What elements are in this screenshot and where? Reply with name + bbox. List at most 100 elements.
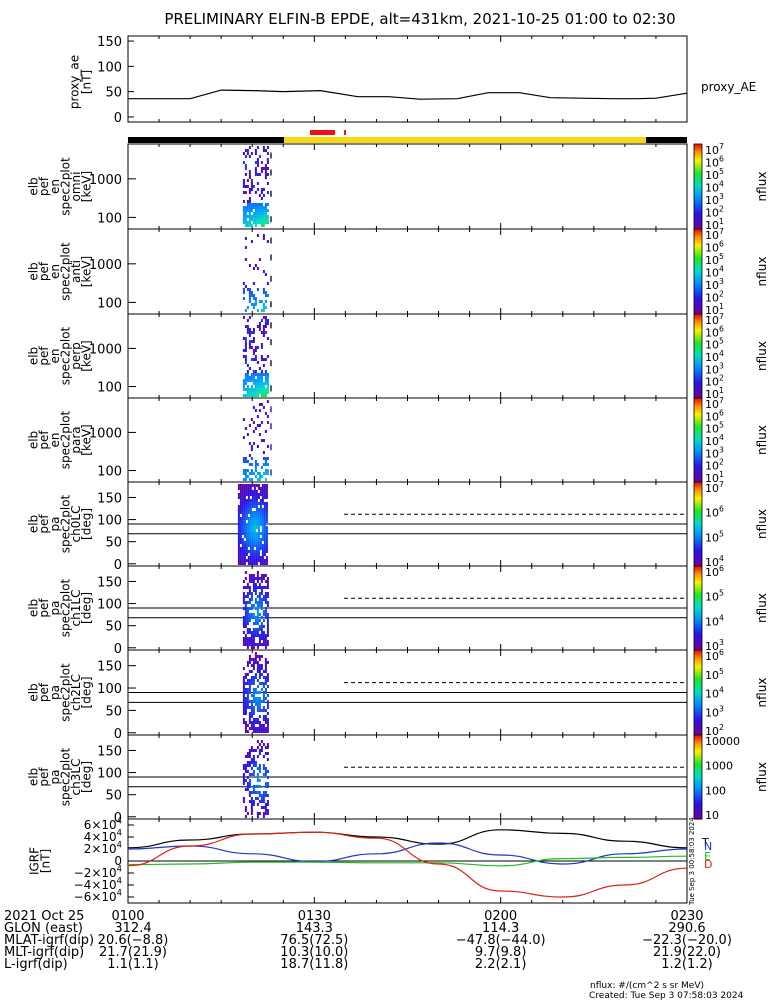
en_para-spectrum: [242, 400, 272, 481]
pa_ch3-spectrum: [242, 740, 269, 818]
proxy-ae-line: [128, 89, 688, 100]
pa_ch2-tick-label: 50: [105, 704, 122, 719]
en_omni-y-label: elbpefenspec2plotomni[keV]: [27, 157, 94, 216]
pa_ch1-y-label: elbpefpaspec2plotch1LC[deg]: [27, 578, 94, 637]
ephemeris-label: MLAT-igrf(dip): [4, 933, 94, 948]
pa_ch3-tick-label: 0: [114, 811, 122, 826]
ephemeris-value: 312.4: [114, 921, 151, 936]
pa_ch3-y-label: elbpefpaspec2plotch3LC[deg]: [27, 747, 94, 806]
time-tick-label: 0130: [298, 909, 331, 924]
pa_ch3-colorbar: 10000 1000 100 10 nflux: [693, 734, 769, 822]
en_omni-colorbar-tick: 103: [705, 192, 724, 207]
pa_ch0-tick-label: 0: [114, 558, 122, 573]
en_para-tick-label: 1000: [89, 426, 122, 441]
pa_ch3-colorbar-label: nflux: [755, 762, 769, 792]
igrf-series-N: [127, 842, 688, 865]
spectrogram-panel-pa_ch2: 150 100 50 0 106 105 104 103 102 nflux elbpefpaspe…: [27, 648, 770, 742]
en_anti-colorbar-tick: 104: [705, 265, 724, 280]
ephemeris-value: 9.7(9.8): [475, 945, 527, 960]
en_perp-colorbar-tick: 102: [705, 374, 724, 389]
en_perp-colorbar-tick: 104: [705, 349, 724, 364]
en_anti-tick-label: 1000: [89, 258, 122, 273]
pa_ch1-tick-label: 0: [114, 642, 122, 657]
pa_ch3-colorbar-tick: 10000: [705, 735, 740, 748]
en_para-colorbar-tick: 104: [705, 433, 724, 448]
date-label: 2021 Oct 25: [4, 909, 84, 924]
ephemeris-label: MLT-igrf(dip): [4, 945, 84, 960]
en_anti-colorbar-tick: 101: [705, 302, 724, 317]
ephemeris-value: 20.6(−8.8): [98, 933, 169, 948]
pa_ch1-colorbar-tick: 104: [705, 613, 724, 628]
pa_ch3-colorbar-tick: 10: [705, 809, 719, 822]
pa_ch2-colorbar-tick: 105: [705, 667, 724, 682]
pa_ch2-tick-label: 0: [114, 727, 122, 742]
proxy-ae-y-label: proxy_ae[nT]: [68, 55, 94, 109]
en_omni-colorbar-tick: 104: [705, 180, 724, 195]
igrf-tick-label: 2×104: [84, 840, 122, 856]
en_anti-colorbar-label: nflux: [755, 257, 769, 287]
pa_ch1-tick-label: 150: [97, 575, 122, 590]
pa_ch0-colorbar: 107 106 105 104 nflux: [693, 480, 769, 569]
spectrogram-panel-pa_ch0: 150 100 50 0 107 106 105 104 nflux elbpefpaspec2p…: [27, 480, 770, 573]
pa_ch0-colorbar-tick: 105: [705, 529, 724, 544]
pa_ch2-y-label: elbpefpaspec2plotch2LC[deg]: [27, 663, 94, 722]
en_omni-tick-label: 100: [97, 211, 122, 226]
pa_ch2-colorbar-label: nflux: [755, 678, 769, 708]
ephemeris-value: 1.2(1.2): [661, 957, 713, 972]
pa_ch3-tick-label: 150: [97, 744, 122, 759]
pa_ch2-colorbar-tick: 103: [705, 704, 724, 719]
vertical-timestamp: Tue Sep 3 00:58:03 2024: [688, 817, 696, 906]
pa_ch3-colorbar-tick: 100: [705, 784, 726, 797]
en_perp-tick-label: 1000: [89, 342, 122, 357]
proxy-ae-tick-label: 50: [105, 86, 122, 101]
en_omni-colorbar-tick: 101: [705, 217, 724, 232]
pa_ch2-spectrum: [242, 652, 269, 733]
en_omni-colorbar-tick: 106: [705, 155, 724, 170]
units-note: nflux: #/(cm^2 s sr MeV): [590, 981, 704, 991]
ephemeris-value: 18.7(11.8): [280, 957, 348, 972]
en_omni-tick-label: 1000: [89, 173, 122, 188]
en_anti-colorbar-tick: 105: [705, 252, 724, 267]
ephemeris-value: 114.3: [482, 921, 519, 936]
pa_ch0-colorbar-label: nflux: [755, 509, 769, 539]
en_omni-colorbar-label: nflux: [755, 172, 769, 202]
proxy-ae-legend: proxy_AE: [701, 80, 756, 94]
page-title: PRELIMINARY ELFIN-B EPDE, alt=431km, 202…: [164, 10, 675, 28]
en_para-colorbar-tick: 101: [705, 470, 724, 485]
ephemeris-value: 2.2(2.1): [475, 957, 527, 972]
igrf-legend-T: T: [701, 836, 709, 849]
time-tick-label: 0200: [484, 909, 517, 924]
proxy-ae-tick-label: 150: [97, 35, 122, 50]
en_para-colorbar-tick: 102: [705, 458, 724, 473]
spectrogram-panel-pa_ch1: 150 100 50 0 106 105 104 103 nflux elbpefpaspec2p…: [27, 564, 770, 657]
en_para-y-label: elbpefenspec2plotpara[keV]: [27, 410, 94, 469]
pa_ch0-colorbar-tick: 107: [705, 480, 724, 495]
pa_ch0-colorbar-tick: 104: [705, 554, 724, 569]
pa_ch3-colorbar-tick: 1000: [705, 760, 733, 773]
proxy-ae-panel: 150 100 50 0 proxy_ae[nT] proxy_AE: [68, 35, 757, 126]
pa_ch1-spectrum: [242, 571, 269, 649]
pa_ch0-y-label: elbpefpaspec2plotch0LC[deg]: [27, 494, 94, 553]
pa_ch2-tick-label: 150: [97, 660, 122, 675]
ephemeris-value: −22.3(−20.0): [642, 933, 732, 948]
ephemeris-label: GLON (east): [4, 921, 83, 936]
proxy-ae-tick-label: 0: [114, 111, 122, 126]
en_para-colorbar-tick: 106: [705, 408, 724, 423]
en_anti-y-label: elbpefenspec2plotanti[keV]: [27, 242, 94, 301]
en_perp-spectrum: [242, 316, 272, 397]
en_anti-colorbar-tick: 107: [705, 227, 724, 242]
pa_ch3-tick-label: 50: [105, 789, 122, 804]
en_anti-spectrum: [242, 234, 272, 312]
ephemeris-value: 143.3: [296, 921, 333, 936]
science-zone-bar: [128, 130, 687, 143]
spectrogram-panel-pa_ch3: 150 100 50 0 10000 1000 100 10 nflux elbpefpaspec…: [27, 734, 769, 826]
en_anti-colorbar-tick: 103: [705, 277, 724, 292]
proxy-ae-tick-label: 100: [97, 60, 122, 75]
pa_ch0-tick-label: 150: [97, 491, 122, 506]
pa_ch1-colorbar-tick: 105: [705, 589, 724, 604]
